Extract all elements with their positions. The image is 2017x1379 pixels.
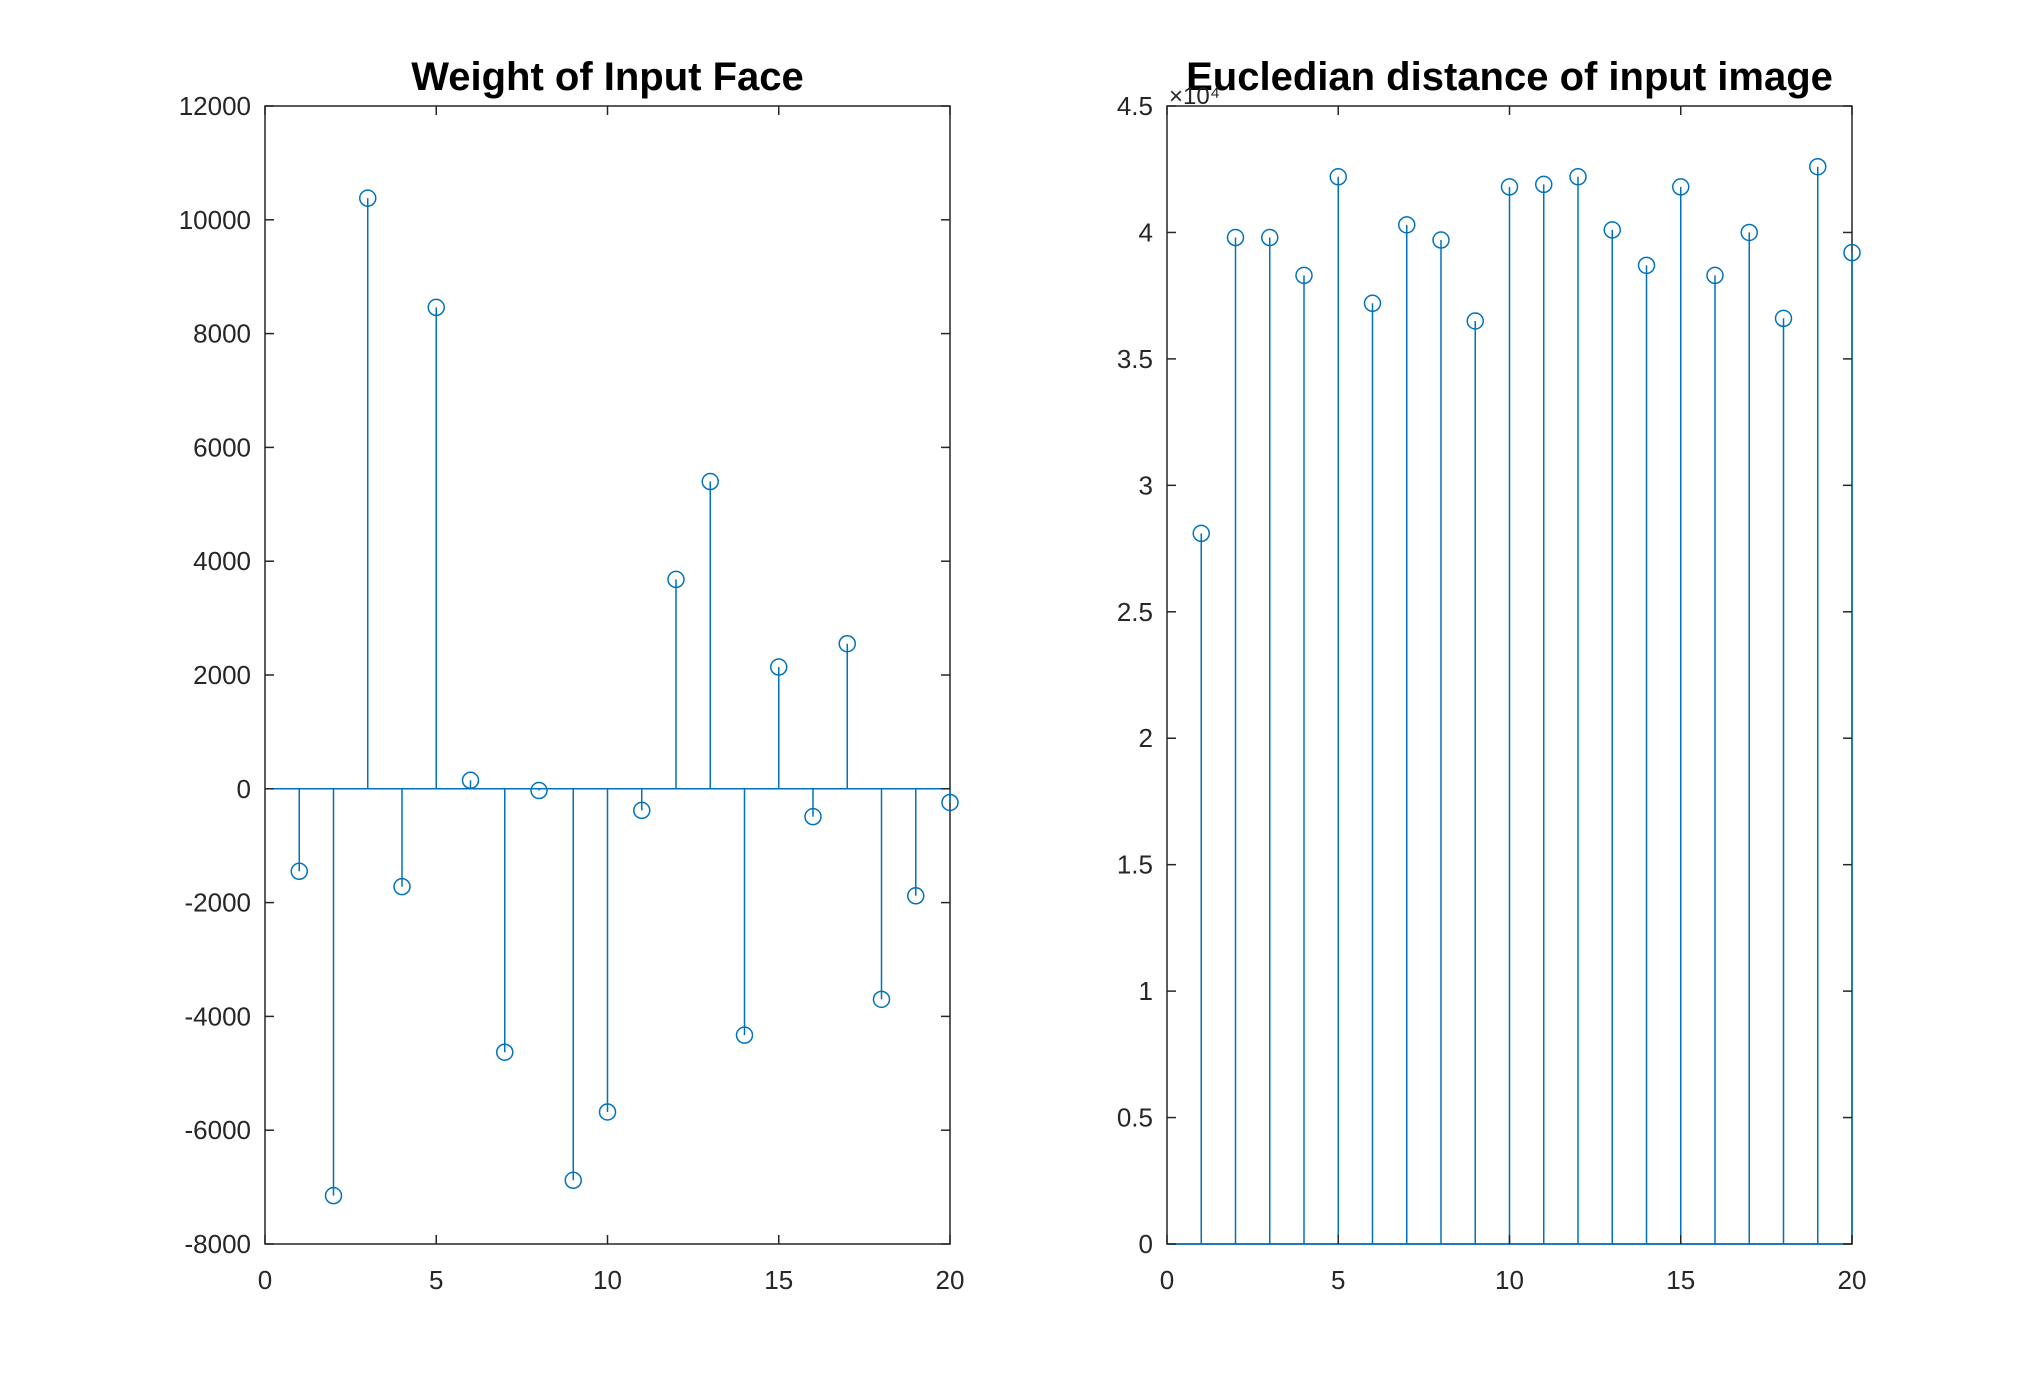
axis-ticks: 0 5 10 15 20 -8000 -6000 -4000 -2000 0 2000 4000 600… bbox=[179, 91, 965, 1295]
stem-marker bbox=[872, 990, 891, 1009]
axis-ticks: 0 5 10 15 20 0 0.5 1 1.5 2 2.5 3 3.5 4 4.5 bbox=[1117, 91, 1867, 1295]
y-tick-label: 1 bbox=[1139, 976, 1153, 1006]
x-tick-label: 0 bbox=[1160, 1265, 1174, 1295]
stem-marker bbox=[564, 1171, 582, 1190]
stem-marker bbox=[461, 771, 480, 790]
stem-marks bbox=[265, 189, 959, 1205]
stem-marker bbox=[496, 1043, 514, 1061]
y-tick-label: 4.5 bbox=[1117, 91, 1153, 121]
stem-marker bbox=[530, 781, 548, 800]
stem-marker bbox=[701, 472, 719, 491]
stem-marker bbox=[667, 570, 685, 589]
y-exponent-label: ×10⁴ bbox=[1169, 83, 1220, 110]
x-tick-label: 10 bbox=[593, 1265, 622, 1295]
y-tick-label: 8000 bbox=[193, 319, 251, 349]
stem-marker bbox=[735, 1026, 754, 1044]
y-tick-label: -8000 bbox=[185, 1229, 252, 1259]
stem-marker bbox=[427, 298, 445, 317]
y-tick-label: 3 bbox=[1139, 470, 1153, 500]
stem-marker bbox=[324, 1186, 343, 1205]
x-tick-label: 10 bbox=[1495, 1265, 1524, 1295]
y-tick-label: 2000 bbox=[193, 660, 251, 690]
stem-marker bbox=[1398, 216, 1416, 234]
stem-marker bbox=[1295, 266, 1313, 285]
stem-marker bbox=[1329, 168, 1347, 186]
y-tick-label: 0.5 bbox=[1117, 1103, 1153, 1133]
stem-marker bbox=[1569, 168, 1587, 186]
stem-marker bbox=[359, 189, 377, 207]
y-tick-label: 4000 bbox=[193, 546, 251, 576]
y-tick-label: 10000 bbox=[179, 205, 251, 235]
weight-stem-plot: 0 5 10 15 20 -8000 -6000 -4000 -2000 0 2000 4000 600… bbox=[179, 55, 965, 1295]
x-tick-label: 20 bbox=[936, 1265, 965, 1295]
stem-marker bbox=[1740, 223, 1758, 242]
y-tick-label: -6000 bbox=[185, 1115, 252, 1145]
stem-marker bbox=[1706, 266, 1724, 285]
distance-stem-plot: 0 5 10 15 20 0 0.5 1 1.5 2 2.5 3 3.5 4 4.5 Eucledian d… bbox=[1117, 55, 1867, 1295]
x-tick-label: 5 bbox=[429, 1265, 443, 1295]
y-tick-label: 12000 bbox=[179, 91, 251, 121]
stem-marker bbox=[1363, 294, 1382, 313]
x-tick-label: 15 bbox=[764, 1265, 793, 1295]
stem-marker bbox=[1637, 256, 1656, 275]
stem-marker bbox=[598, 1103, 617, 1121]
y-tick-label: 4 bbox=[1139, 217, 1153, 247]
stem-marker bbox=[1500, 178, 1519, 196]
y-tick-label: 3.5 bbox=[1117, 344, 1153, 374]
stem-marker bbox=[907, 887, 925, 905]
stem-marker bbox=[1261, 228, 1279, 247]
x-tick-label: 0 bbox=[258, 1265, 272, 1295]
stem-marker bbox=[838, 634, 856, 653]
x-tick-label: 20 bbox=[1838, 1265, 1867, 1295]
stem-marker bbox=[1535, 175, 1553, 194]
y-tick-label: 0 bbox=[237, 774, 251, 804]
stem-marker bbox=[1809, 157, 1827, 176]
stem-marker bbox=[1192, 524, 1210, 543]
y-tick-label: 6000 bbox=[193, 432, 251, 462]
stem-marker bbox=[1226, 228, 1245, 247]
stem-marks bbox=[1167, 157, 1861, 1245]
stem-marker bbox=[1603, 221, 1621, 239]
stem-marker bbox=[1432, 231, 1450, 249]
stem-marker bbox=[393, 877, 411, 896]
stem-marker bbox=[770, 658, 788, 676]
x-tick-label: 5 bbox=[1331, 1265, 1345, 1295]
y-tick-label: 2 bbox=[1139, 723, 1153, 753]
stem-marker bbox=[1774, 309, 1793, 328]
stem-marker bbox=[1466, 312, 1484, 330]
y-tick-label: -4000 bbox=[185, 1001, 252, 1031]
stem-marker bbox=[804, 807, 822, 826]
x-tick-label: 15 bbox=[1666, 1265, 1695, 1295]
y-tick-label: 1.5 bbox=[1117, 850, 1153, 880]
y-tick-label: 0 bbox=[1139, 1229, 1153, 1259]
chart-title: Weight of Input Face bbox=[411, 55, 804, 99]
stem-marker bbox=[633, 801, 651, 820]
y-tick-label: -2000 bbox=[185, 888, 252, 918]
stem-marker bbox=[1672, 178, 1690, 196]
stem-marker bbox=[1843, 243, 1861, 262]
stem-marker bbox=[290, 862, 308, 881]
stem-marker bbox=[941, 793, 959, 812]
y-tick-label: 2.5 bbox=[1117, 597, 1153, 627]
chart-title: Eucledian distance of input image bbox=[1186, 55, 1833, 99]
